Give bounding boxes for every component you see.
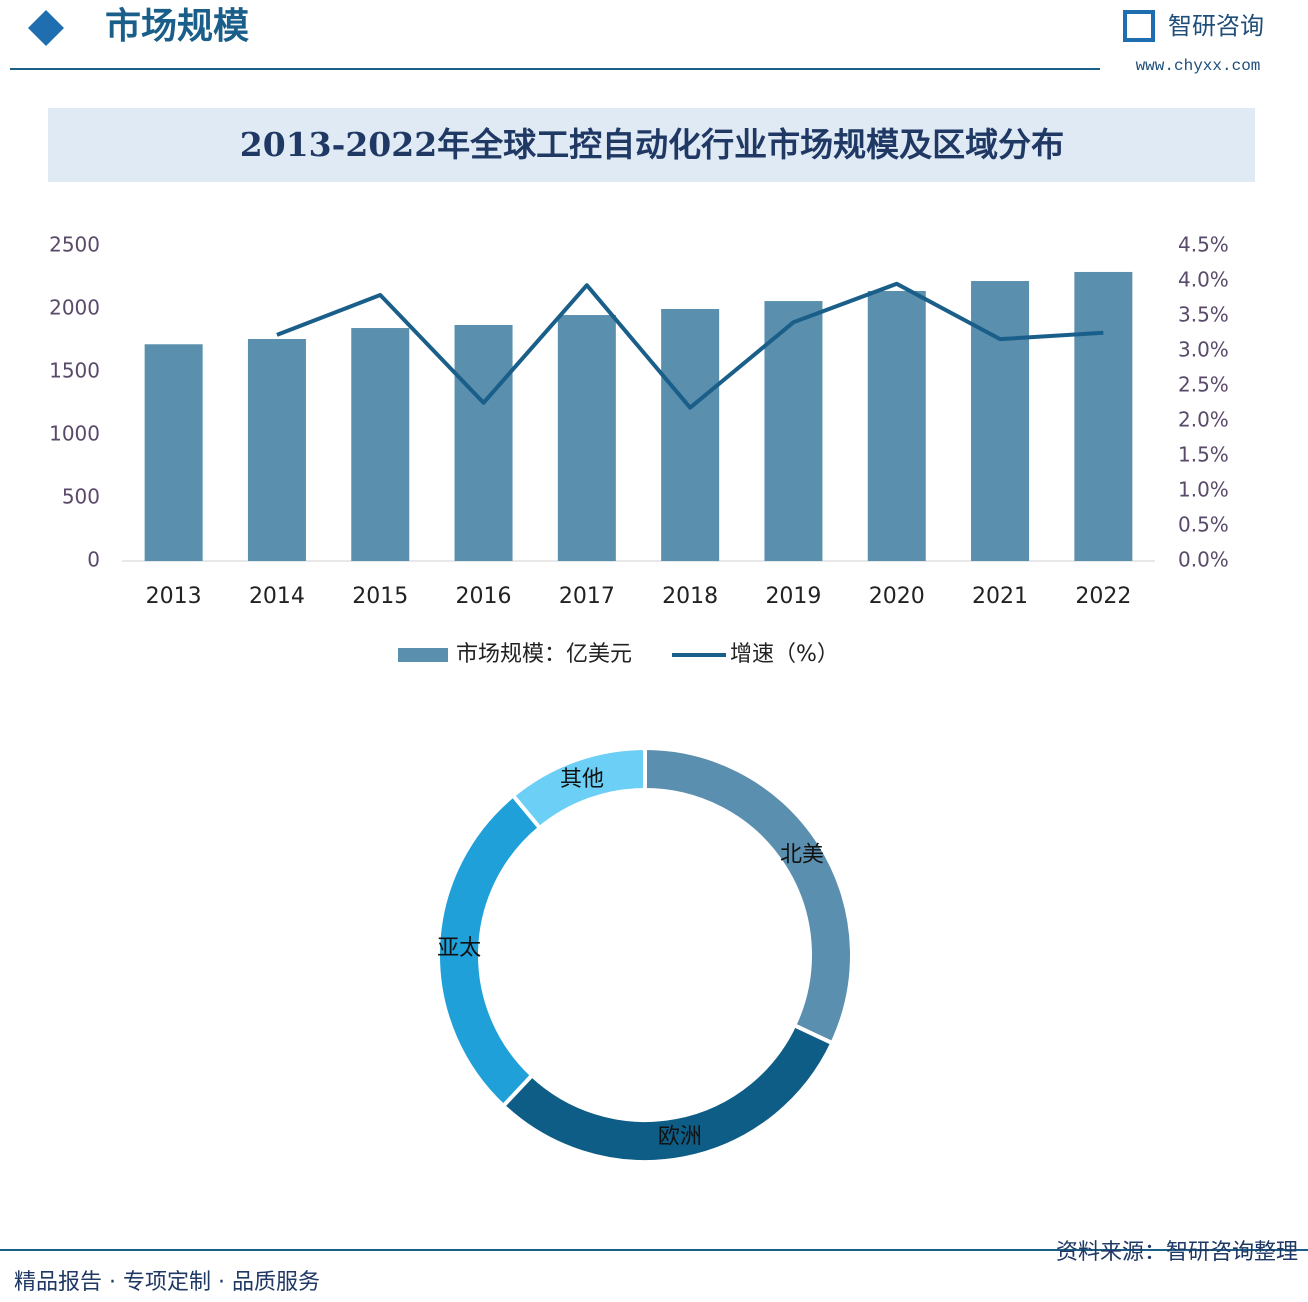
header-icon xyxy=(28,10,64,46)
bar xyxy=(144,344,203,561)
y-tick-label: 2500 xyxy=(49,233,100,257)
x-tick-label: 2022 xyxy=(1075,584,1131,609)
y2-tick-label: 3.5% xyxy=(1178,303,1229,327)
logo-text: 智研咨询 xyxy=(1168,12,1264,40)
legend-label: 市场规模：亿美元 xyxy=(456,642,632,667)
header-title: 市场规模 xyxy=(105,6,249,47)
y-tick-label: 1500 xyxy=(49,359,100,383)
y2-tick-label: 2.5% xyxy=(1178,373,1229,397)
x-tick-label: 2017 xyxy=(559,584,615,609)
bar xyxy=(247,338,306,561)
legend-swatch xyxy=(398,648,448,662)
y2-tick-label: 0.5% xyxy=(1178,513,1229,537)
donut-label: 亚太 xyxy=(437,936,481,961)
donut-label: 北美 xyxy=(780,842,824,867)
x-tick-label: 2018 xyxy=(662,584,718,609)
bar xyxy=(557,315,616,561)
x-tick-label: 2020 xyxy=(869,584,925,609)
y2-tick-label: 1.5% xyxy=(1178,443,1229,467)
y2-tick-label: 4.5% xyxy=(1178,233,1229,257)
bar xyxy=(1074,271,1133,561)
bar xyxy=(764,301,823,561)
x-tick-label: 2016 xyxy=(456,584,512,609)
y2-tick-label: 3.0% xyxy=(1178,338,1229,362)
y-tick-label: 500 xyxy=(62,485,100,509)
donut-segment xyxy=(643,745,854,1046)
donut-label: 其他 xyxy=(560,767,604,792)
bar xyxy=(454,325,513,561)
y2-tick-label: 2.0% xyxy=(1178,408,1229,432)
y2-tick-label: 0.0% xyxy=(1178,548,1229,572)
logo-icon xyxy=(1123,10,1155,42)
bar xyxy=(661,309,720,561)
x-tick-label: 2015 xyxy=(352,584,408,609)
x-tick-label: 2021 xyxy=(972,584,1028,609)
footer-source: 资料来源：智研咨询整理 xyxy=(1056,1240,1298,1265)
x-tick-label: 2013 xyxy=(146,584,202,609)
y2-tick-label: 1.0% xyxy=(1178,478,1229,502)
footer-slogan: 精品报告 · 专项定制 · 品质服务 xyxy=(14,1270,320,1295)
x-tick-label: 2014 xyxy=(249,584,305,609)
logo-url: www.chyxx.com xyxy=(1136,57,1261,75)
y2-tick-label: 4.0% xyxy=(1178,268,1229,292)
bar xyxy=(971,281,1030,561)
y-tick-label: 2000 xyxy=(49,296,100,320)
bar xyxy=(351,328,410,561)
donut-segment xyxy=(510,745,647,831)
x-tick-label: 2019 xyxy=(765,584,821,609)
combo-chart: 0 500 1000 1500 2000 2500 0.0% 0.5% 1.0% 1.5% 2.0%… xyxy=(49,233,1229,668)
y-tick-label: 1000 xyxy=(49,422,100,446)
legend-label: 增速（%） xyxy=(730,642,839,667)
title-box xyxy=(48,108,1255,182)
donut-label: 欧洲 xyxy=(658,1125,702,1150)
y-tick-label: 0 xyxy=(87,548,100,572)
chart-title: 2013-2022年全球工控自动化行业市场规模及区域分布 xyxy=(240,125,1064,164)
bar xyxy=(867,290,926,561)
growth-line xyxy=(276,281,1104,410)
